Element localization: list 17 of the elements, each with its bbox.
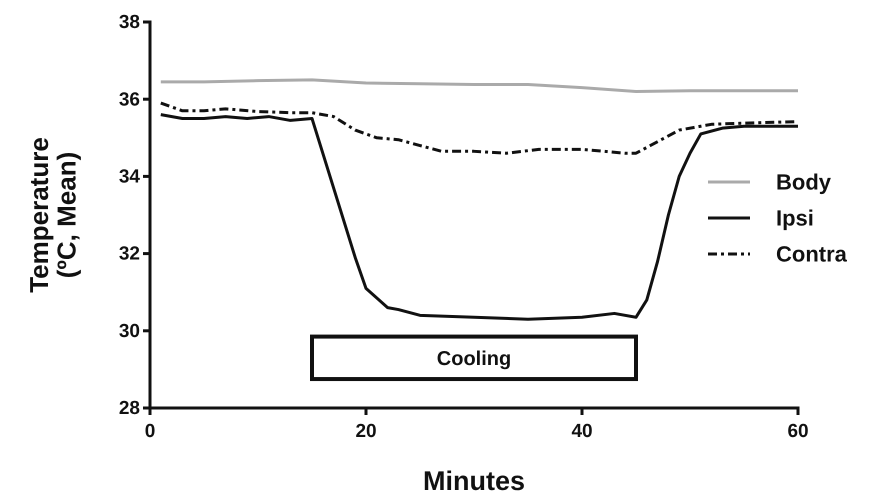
y-tick-label: 36 [118, 89, 140, 110]
x-tick-label: 0 [144, 421, 156, 442]
band-label: Cooling [436, 348, 512, 370]
x-axis-title: Minutes [422, 466, 526, 496]
y-tick-label: 34 [118, 166, 140, 188]
y-tick-label: 30 [118, 320, 140, 342]
legend-label: Body [776, 170, 832, 195]
legend-label: Contra [776, 242, 848, 267]
line-series [159, 78, 800, 93]
y-axis-title: Temperature (ºC, Mean) [24, 137, 82, 293]
y-tick-label: 38 [118, 12, 140, 34]
x-tick-label: 20 [355, 421, 377, 442]
y-tick-label: 28 [118, 398, 140, 420]
x-tick-label: 40 [571, 421, 593, 442]
y-tick-label: 32 [118, 244, 140, 265]
legend-label: Ipsi [776, 206, 814, 231]
x-tick-label: 60 [787, 421, 809, 442]
